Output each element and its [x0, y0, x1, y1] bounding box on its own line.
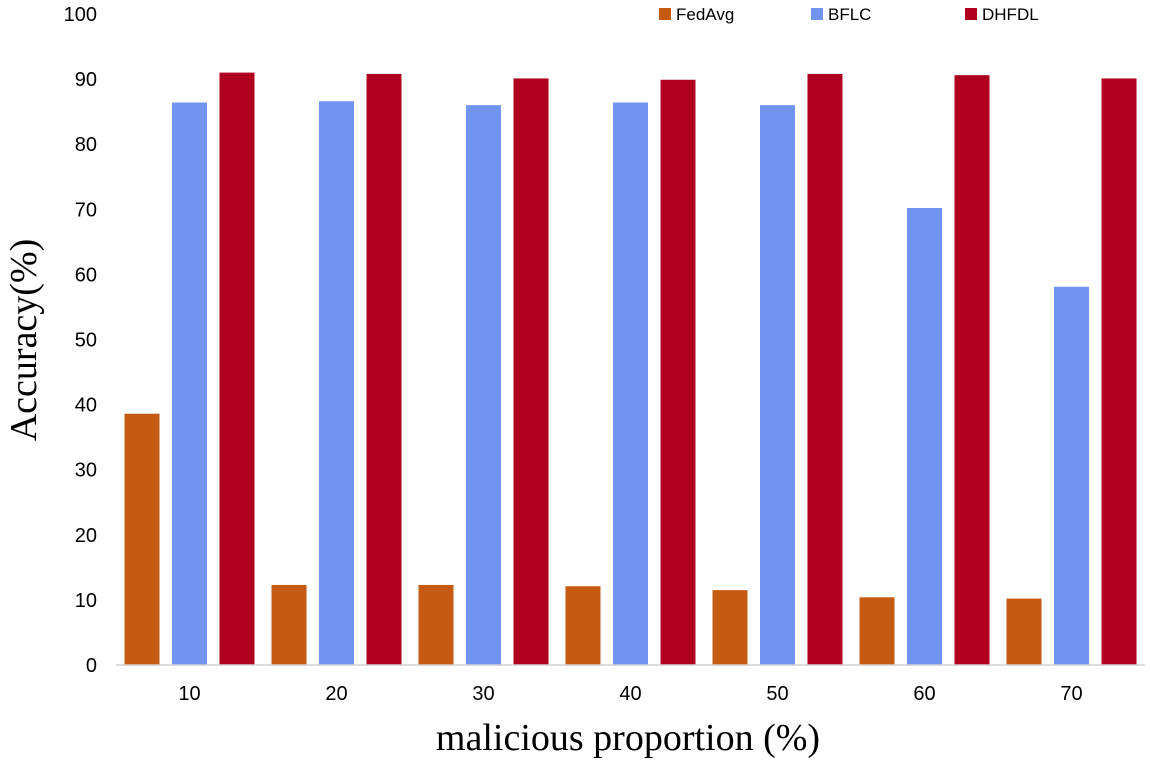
y-tick-label: 50 [75, 330, 97, 352]
bar-dhfdl-40 [660, 79, 696, 666]
y-tick-label: 0 [86, 655, 97, 677]
y-tick-label: 30 [75, 460, 97, 482]
x-tick-label: 20 [325, 683, 347, 705]
y-tick-label: 20 [75, 525, 97, 547]
y-tick-label: 10 [75, 590, 97, 612]
bar-fedavg-30 [418, 584, 454, 665]
x-tick-label: 70 [1060, 683, 1082, 705]
y-tick-label: 90 [75, 69, 97, 91]
x-tick-label: 60 [913, 683, 935, 705]
x-tick-label: 10 [178, 683, 200, 705]
y-tick-label: 80 [75, 134, 97, 156]
bar-dhfdl-30 [513, 78, 549, 666]
x-tick-label: 50 [766, 683, 788, 705]
legend-item-bflc: BFLC [811, 5, 871, 24]
bar-dhfdl-50 [807, 73, 843, 666]
x-axis-title: malicious proportion (%) [436, 717, 820, 759]
legend-item-dhfdl: DHFDL [965, 5, 1039, 24]
y-axis-title: Accuracy(%) [3, 239, 45, 442]
bar-bflc-10 [172, 102, 207, 665]
bar-bflc-60 [907, 207, 942, 666]
x-tick-label: 40 [619, 683, 641, 705]
bar-bflc-50 [760, 105, 795, 665]
bar-bflc-40 [613, 102, 648, 665]
y-tick-label: 100 [64, 4, 97, 26]
y-tick-label: 60 [75, 264, 97, 286]
legend-swatch [659, 8, 671, 20]
bar-fedavg-70 [1006, 598, 1042, 665]
bar-fedavg-50 [712, 590, 748, 665]
legend-swatch [811, 8, 823, 20]
bar-fedavg-40 [565, 586, 601, 665]
bar-fedavg-20 [271, 584, 307, 665]
legend-item-fedavg: FedAvg [659, 5, 734, 24]
bar-dhfdl-70 [1101, 78, 1137, 666]
bar-fedavg-60 [859, 597, 895, 665]
x-tick-label: 30 [472, 683, 494, 705]
bar-bflc-70 [1054, 286, 1089, 665]
bar-dhfdl-60 [954, 75, 990, 666]
y-tick-label: 70 [75, 199, 97, 221]
bar-bflc-30 [466, 105, 501, 665]
bar-dhfdl-10 [219, 72, 255, 666]
legend-label: BFLC [828, 5, 871, 24]
legend-label: FedAvg [676, 5, 734, 24]
bar-dhfdl-20 [366, 73, 402, 666]
legend-label: DHFDL [982, 5, 1039, 24]
bar-bflc-20 [319, 101, 354, 665]
legend-swatch [965, 8, 977, 20]
y-tick-label: 40 [75, 395, 97, 417]
bar-fedavg-10 [124, 413, 160, 665]
